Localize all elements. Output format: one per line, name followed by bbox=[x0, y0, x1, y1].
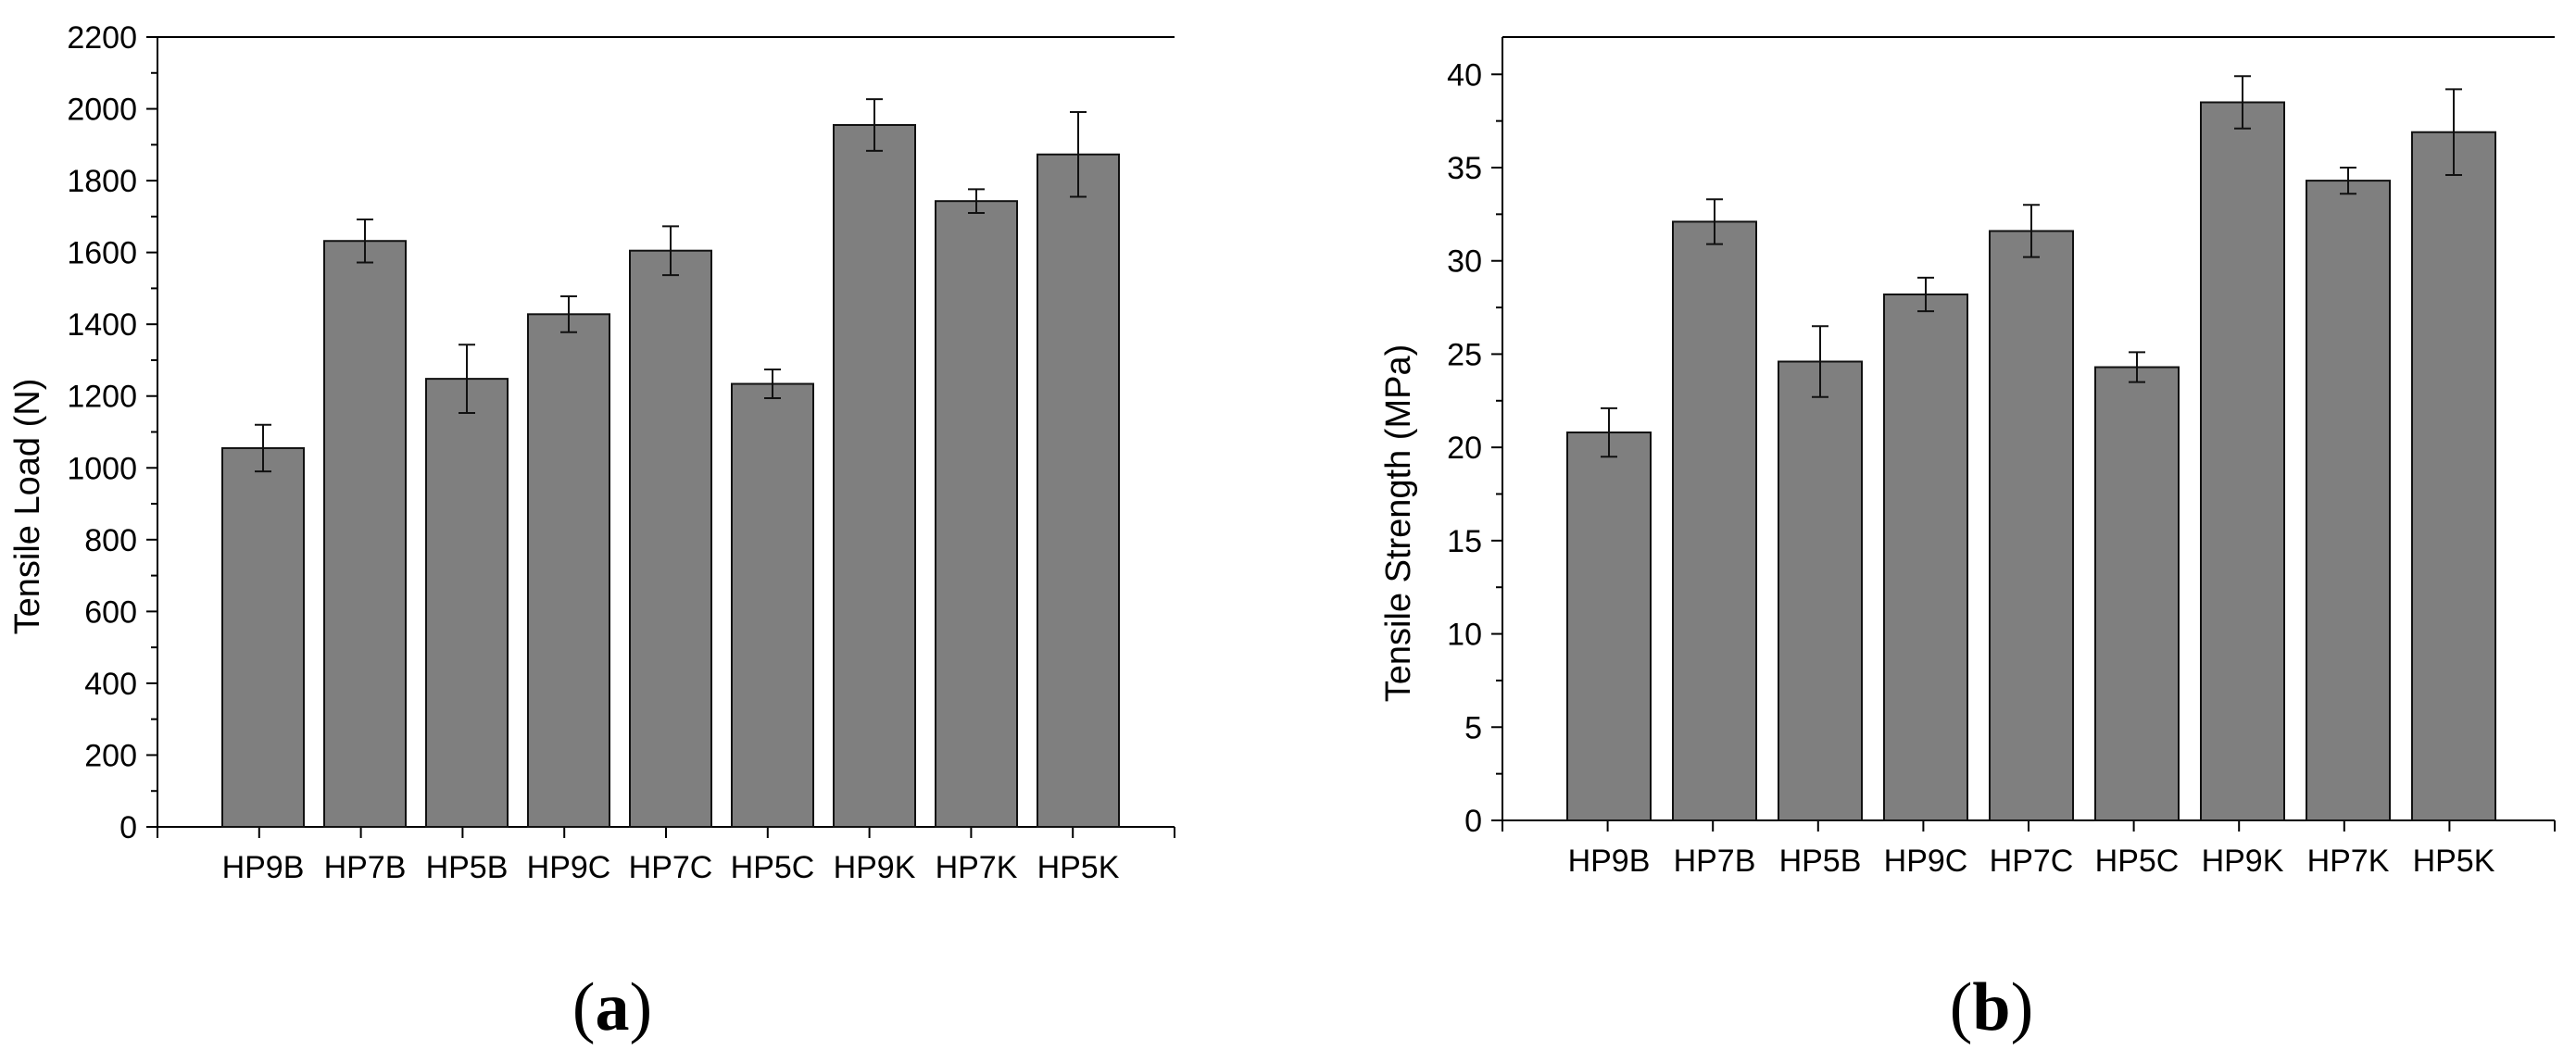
x-tick-label-hp5k: HP5K bbox=[1037, 850, 1120, 885]
bar-hp7k bbox=[2306, 180, 2391, 822]
plot-area-a: 0 200 400 600 800 1000 1200 1400 1600 1800 2000 220… bbox=[67, 20, 1175, 885]
bar-hp9k bbox=[2200, 101, 2285, 821]
bar-hp9c bbox=[527, 313, 610, 828]
y-tick-label: 600 bbox=[84, 594, 137, 630]
bar-hp9b bbox=[1566, 431, 1652, 821]
panel-label-letter-b: b bbox=[1972, 969, 2010, 1045]
x-tick-label-hp7k: HP7K bbox=[2307, 844, 2390, 879]
y-tick-label: 20 bbox=[1447, 431, 1482, 466]
chart-panel-a: Tensile Load (N) 0 200 400 600 800 1000 1200 14… bbox=[8, 20, 1175, 1045]
y-axis-title-b: Tensile Strength (MPa) bbox=[1379, 344, 1418, 703]
x-tick-label-hp5k: HP5K bbox=[2413, 844, 2495, 879]
panel-label-letter-a: a bbox=[596, 969, 630, 1045]
x-tick-label-hp5c: HP5C bbox=[2095, 844, 2180, 879]
x-tick-label-hp9c: HP9C bbox=[527, 850, 611, 885]
y-tick-label: 0 bbox=[1464, 804, 1482, 839]
x-tick-label-hp7c: HP7C bbox=[1990, 844, 2074, 879]
bar-hp9k bbox=[833, 123, 916, 829]
y-tick-label: 2000 bbox=[67, 93, 137, 128]
y-tick-label: 2200 bbox=[67, 20, 137, 56]
y-tick-label: 10 bbox=[1447, 618, 1482, 653]
bar-hp9c bbox=[1883, 293, 1968, 821]
y-tick-label: 25 bbox=[1447, 337, 1482, 372]
bar-hp7k bbox=[935, 200, 1018, 829]
y-tick-label: 1000 bbox=[67, 451, 137, 486]
y-tick-label: 35 bbox=[1447, 151, 1482, 186]
x-tick-label-hp5c: HP5C bbox=[731, 850, 815, 885]
bar-hp5c bbox=[2094, 366, 2180, 821]
plot-area-b: 0 5 10 15 20 25 30 35 40 HP9B HP7B HP5B HP9C HP7C HP5C… bbox=[1447, 36, 2556, 879]
bar-hp5b bbox=[425, 378, 509, 828]
panel-label-b: (b) bbox=[1950, 969, 2033, 1045]
bar-hp5k bbox=[1037, 153, 1120, 829]
y-tick-label: 30 bbox=[1447, 244, 1482, 280]
bar-hp5k bbox=[2411, 131, 2496, 821]
bar-hp7c bbox=[629, 249, 712, 828]
bar-hp7b bbox=[1672, 220, 1757, 821]
y-axis-title-a: Tensile Load (N) bbox=[8, 379, 47, 635]
bar-hp7b bbox=[323, 240, 407, 829]
x-tick-label-hp9k: HP9K bbox=[2202, 844, 2284, 879]
y-tick-label: 400 bbox=[84, 667, 137, 702]
x-tick-label-hp5b: HP5B bbox=[426, 850, 509, 885]
y-tick-label: 800 bbox=[84, 523, 137, 558]
y-tick-label: 1400 bbox=[67, 307, 137, 343]
x-tick-label-hp7k: HP7K bbox=[936, 850, 1018, 885]
y-tick-label: 1800 bbox=[67, 164, 137, 199]
y-tick-label: 1200 bbox=[67, 380, 137, 415]
y-tick-label: 200 bbox=[84, 738, 137, 773]
x-tick-label-hp9b: HP9B bbox=[222, 850, 305, 885]
x-tick-label-hp7c: HP7C bbox=[629, 850, 713, 885]
y-tick-label: 0 bbox=[119, 810, 137, 845]
panel-label-a: (a) bbox=[572, 969, 652, 1045]
x-tick-label-hp7b: HP7B bbox=[1674, 844, 1756, 879]
bar-hp7c bbox=[1989, 230, 2074, 821]
x-tick-label-hp9b: HP9B bbox=[1568, 844, 1651, 879]
x-tick-label-hp5b: HP5B bbox=[1779, 844, 1862, 879]
y-tick-label: 1600 bbox=[67, 236, 137, 271]
bar-hp9b bbox=[221, 446, 305, 828]
x-tick-label-hp9c: HP9C bbox=[1884, 844, 1968, 879]
bar-hp5b bbox=[1778, 360, 1863, 821]
y-tick-label: 40 bbox=[1447, 57, 1482, 93]
y-tick-label: 5 bbox=[1464, 710, 1482, 745]
y-tick-label: 15 bbox=[1447, 524, 1482, 559]
chart-panel-b: Tensile Strength (MPa) 0 5 10 15 20 25 30 35 40 H… bbox=[1379, 36, 2556, 1045]
bar-hp5c bbox=[731, 382, 814, 828]
x-tick-label-hp9k: HP9K bbox=[834, 850, 916, 885]
x-tick-label-hp7b: HP7B bbox=[324, 850, 407, 885]
